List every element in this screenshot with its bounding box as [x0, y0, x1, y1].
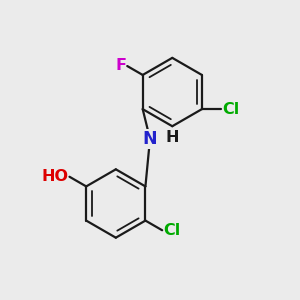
Text: HO: HO [41, 169, 68, 184]
Text: N: N [143, 130, 157, 148]
Text: Cl: Cl [163, 223, 181, 238]
Text: H: H [166, 130, 179, 145]
Text: Cl: Cl [222, 102, 240, 117]
Text: F: F [115, 58, 126, 73]
